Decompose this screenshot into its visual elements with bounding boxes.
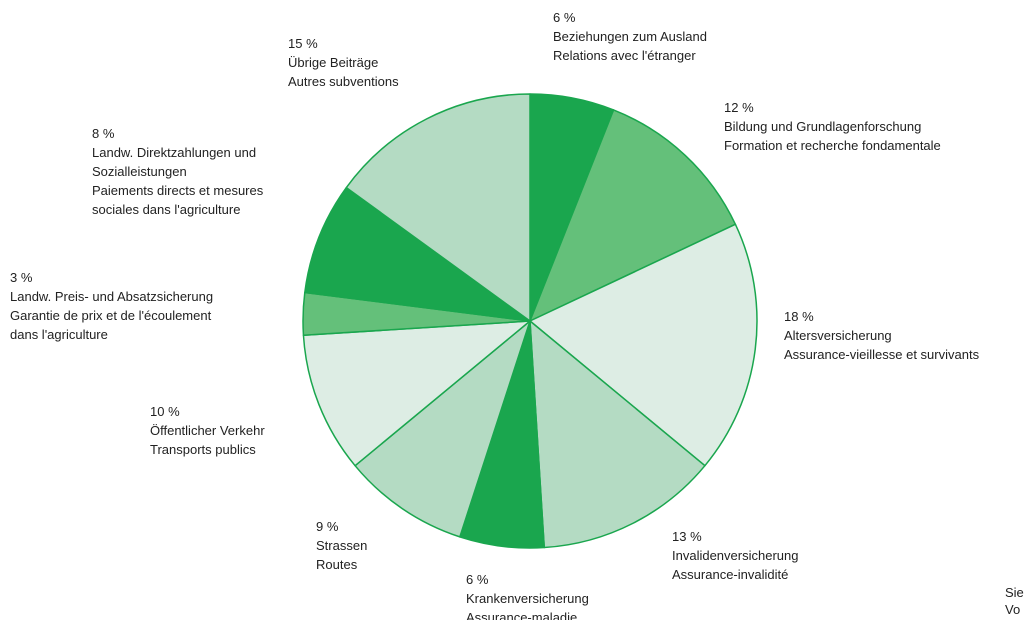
slice-label: Landw. Direktzahlungen und	[92, 145, 256, 160]
slice-label: Routes	[316, 557, 358, 572]
pie-slice	[529, 109, 737, 322]
pie-slice	[529, 320, 706, 549]
slice-label: Öffentlicher Verkehr	[150, 423, 265, 438]
slice-value-label: 6 %	[466, 572, 489, 587]
slice-label: Beziehungen zum Ausland	[553, 29, 707, 44]
slice-label: Übrige Beiträge	[288, 55, 378, 70]
slice-label: Paiements directs et mesures	[92, 183, 264, 198]
pie-slice	[354, 320, 531, 538]
slice-value-label: 10 %	[150, 404, 180, 419]
slice-label: Autres subventions	[288, 74, 399, 89]
slice-value-label: 6 %	[553, 10, 576, 25]
slice-label: Altersversicherung	[784, 328, 892, 343]
footnote: Vo	[1005, 602, 1020, 617]
slice-value-label: 12 %	[724, 100, 754, 115]
slice-label: Bildung und Grundlagenforschung	[724, 119, 921, 134]
slice-label: Formation et recherche fondamentale	[724, 138, 941, 153]
slice-label: Relations avec l'étranger	[553, 48, 696, 63]
slice-label: sociales dans l'agriculture	[92, 202, 240, 217]
slice-value-label: 15 %	[288, 36, 318, 51]
slice-label: Invalidenversicherung	[672, 548, 798, 563]
pie-slice	[345, 93, 531, 322]
slice-label: Landw. Preis- und Absatzsicherung	[10, 289, 213, 304]
slice-value-label: 18 %	[784, 309, 814, 324]
slice-label: dans l'agriculture	[10, 327, 108, 342]
slice-value-label: 8 %	[92, 126, 115, 141]
slice-value-label: 9 %	[316, 519, 339, 534]
slice-label: Strassen	[316, 538, 367, 553]
slice-label: Sozialleistungen	[92, 164, 187, 179]
pie-slice	[304, 186, 531, 322]
pie-slice	[529, 223, 758, 467]
pie-slice	[302, 320, 531, 467]
slice-label: Assurance-invalidité	[672, 567, 788, 582]
footnote: Sie	[1005, 585, 1024, 600]
slice-value-label: 13 %	[672, 529, 702, 544]
slice-label: Transports publics	[150, 442, 256, 457]
slice-value-label: 3 %	[10, 270, 33, 285]
slice-label: Assurance-vieillesse et survivants	[784, 347, 980, 362]
slice-label: Krankenversicherung	[466, 591, 589, 606]
slice-label: Garantie de prix et de l'écoulement	[10, 308, 212, 323]
slice-label: Assurance-maladie	[466, 610, 577, 620]
